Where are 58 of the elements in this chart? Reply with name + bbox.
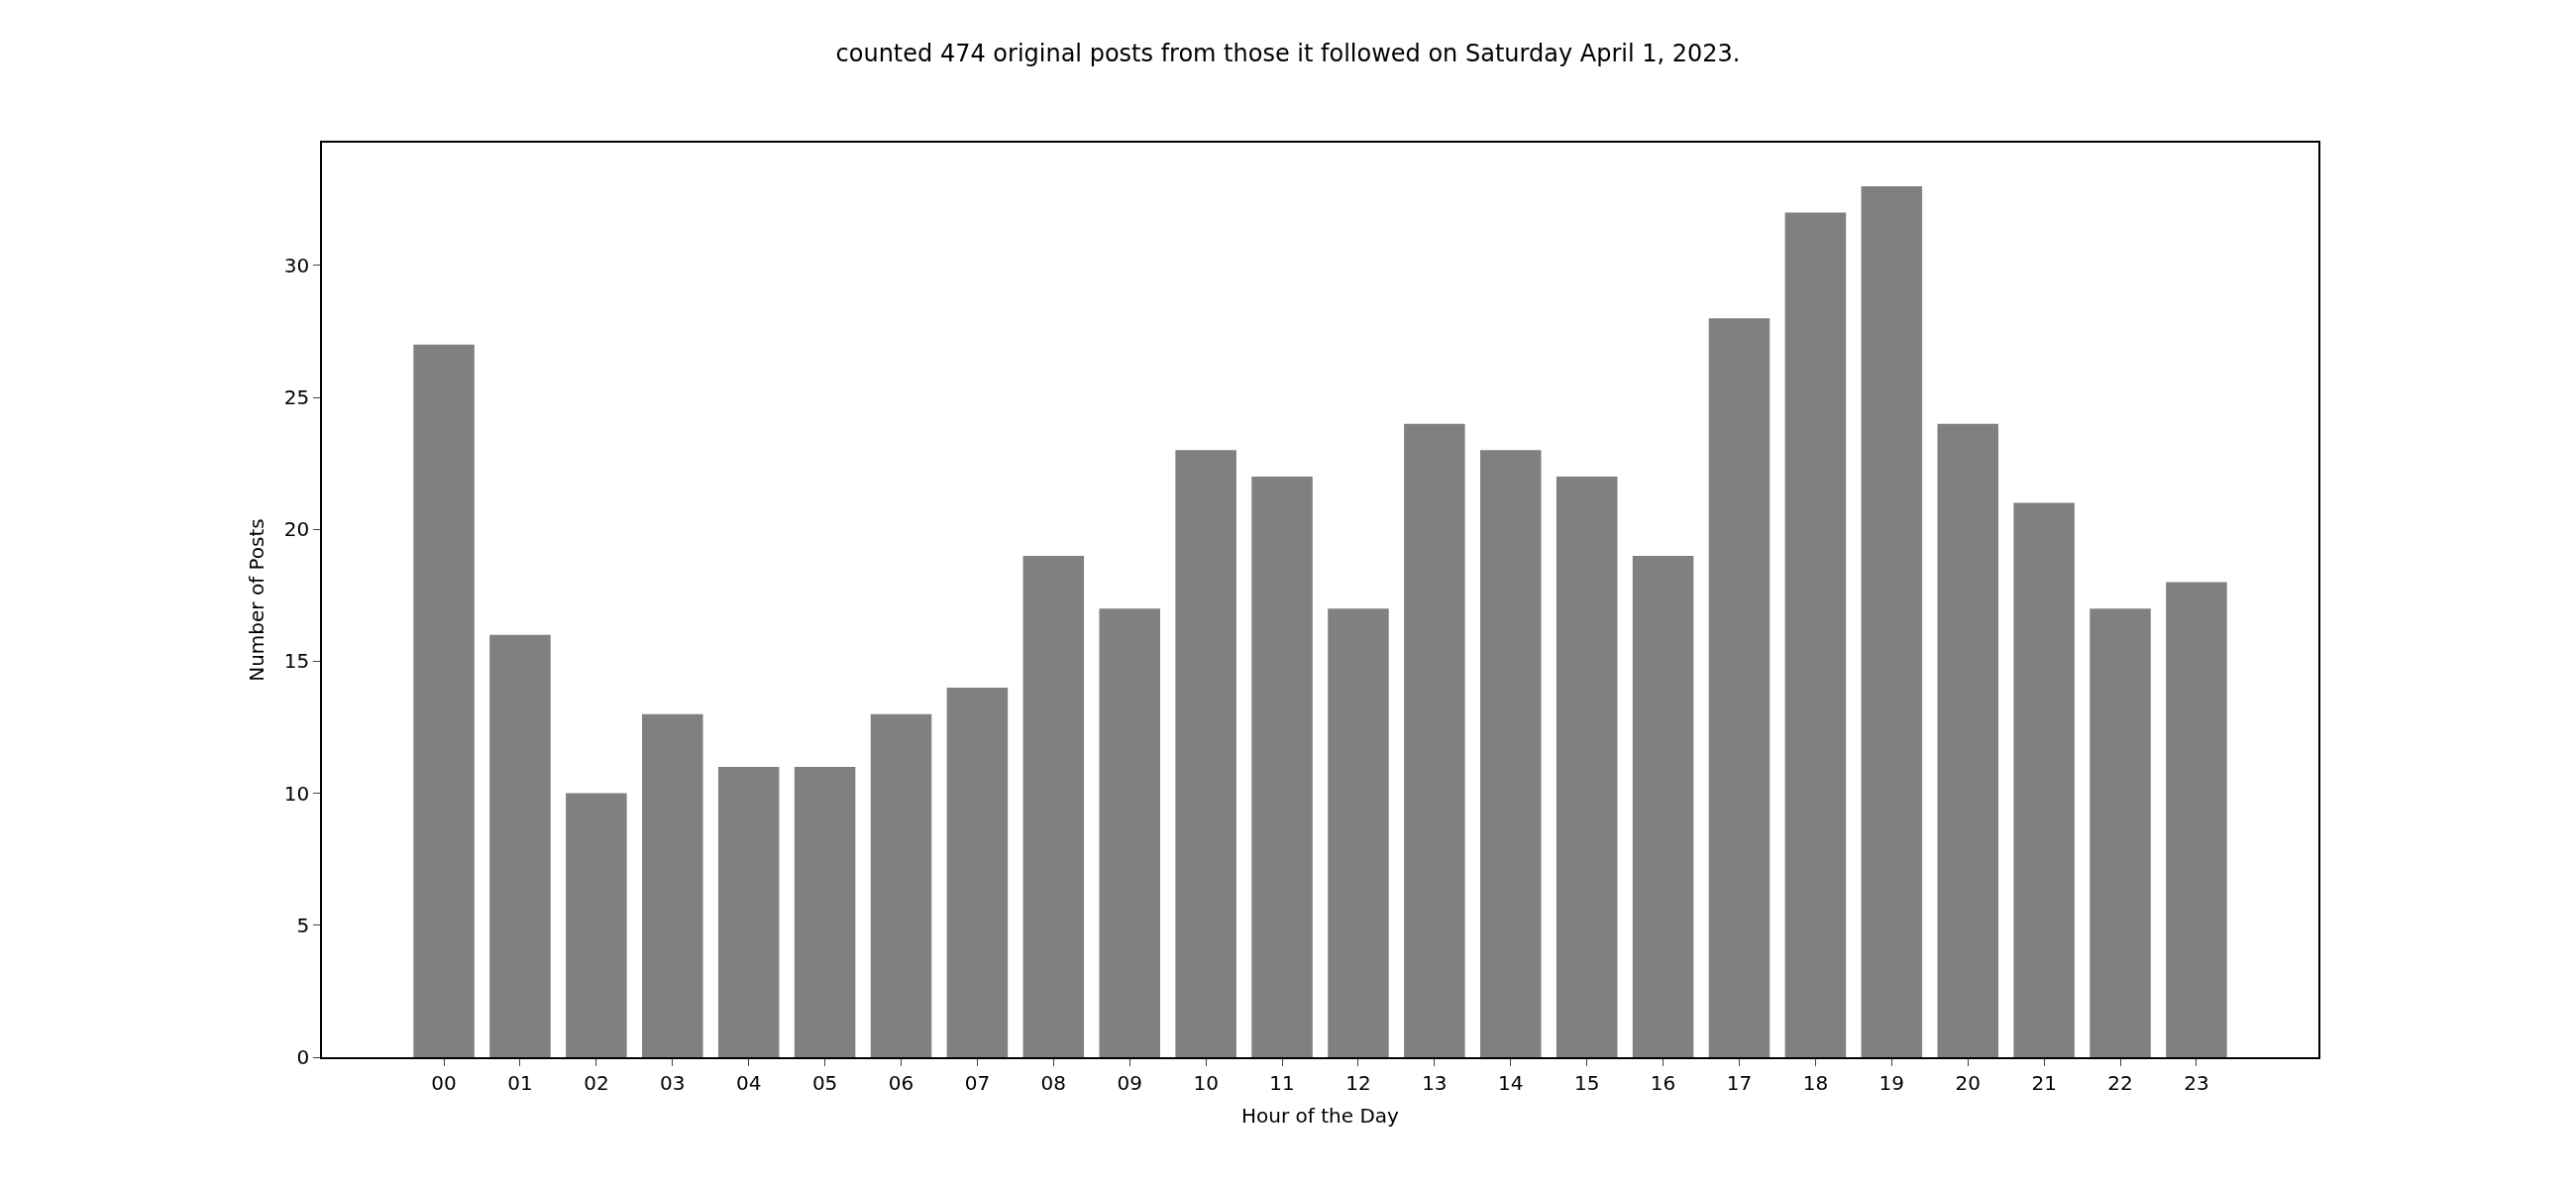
y-tick-label: 20 [283, 517, 310, 542]
x-tick-label: 14 [1498, 1070, 1524, 1095]
x-tick-label: 19 [1878, 1070, 1905, 1095]
bar [1861, 185, 1923, 1057]
bar [1022, 555, 1085, 1057]
x-axis-title: Hour of the Day [1241, 1103, 1400, 1128]
bar [1708, 318, 1771, 1057]
bar [1556, 476, 1618, 1057]
bar [566, 793, 627, 1057]
x-tick-label: 02 [584, 1070, 609, 1095]
bar [1404, 423, 1465, 1057]
x-tick-label: 20 [1955, 1070, 1981, 1095]
x-tick-label: 15 [1573, 1070, 1600, 1095]
x-tick-label: 13 [1422, 1070, 1448, 1095]
bar [870, 713, 932, 1057]
x-tick-label: 07 [964, 1070, 991, 1095]
x-tick-label: 21 [2031, 1070, 2057, 1095]
bar [794, 766, 856, 1057]
y-tick-label: 15 [283, 649, 310, 674]
x-tick-label: 10 [1193, 1070, 1219, 1095]
bar [489, 634, 551, 1057]
bar [2013, 502, 2075, 1057]
bar [1251, 476, 1313, 1057]
y-tick-label: 0 [296, 1045, 310, 1069]
x-tick-label: 06 [888, 1070, 914, 1095]
bar [2090, 608, 2151, 1057]
x-tick-label: 17 [1726, 1070, 1753, 1095]
bar [2166, 582, 2227, 1057]
chart-title: counted 474 original posts from those it followed on Saturday April 1, 2023. [835, 40, 1741, 68]
bar [946, 688, 1009, 1057]
y-tick-label: 5 [296, 913, 310, 937]
bar [1175, 450, 1236, 1057]
x-tick-label: 18 [1802, 1070, 1829, 1095]
y-axis-title: Number of Posts [244, 518, 268, 682]
bar [1632, 555, 1694, 1057]
x-tick-label: 01 [507, 1070, 533, 1095]
y-tick-label: 25 [283, 385, 310, 410]
bar [1328, 608, 1389, 1057]
y-tick-label: 30 [283, 253, 310, 277]
bar [413, 344, 475, 1057]
x-tick-label: 00 [431, 1070, 457, 1095]
bar [717, 766, 780, 1057]
x-tick-label: 05 [811, 1070, 838, 1095]
x-tick-label: 22 [2107, 1070, 2133, 1095]
x-tick-label: 03 [660, 1070, 686, 1095]
x-tick-label: 12 [1345, 1070, 1371, 1095]
x-tick-label: 04 [735, 1070, 762, 1095]
x-tick-label: 08 [1040, 1070, 1067, 1095]
bar [642, 713, 703, 1057]
bar [1937, 423, 1998, 1057]
x-tick-label: 23 [2184, 1070, 2209, 1095]
x-tick-label: 16 [1650, 1070, 1676, 1095]
bar [1480, 450, 1542, 1057]
bar [1099, 608, 1160, 1057]
x-tick-label: 09 [1117, 1070, 1142, 1095]
y-tick-label: 10 [283, 781, 310, 806]
x-tick-label: 11 [1269, 1070, 1295, 1095]
bar [1784, 212, 1847, 1057]
